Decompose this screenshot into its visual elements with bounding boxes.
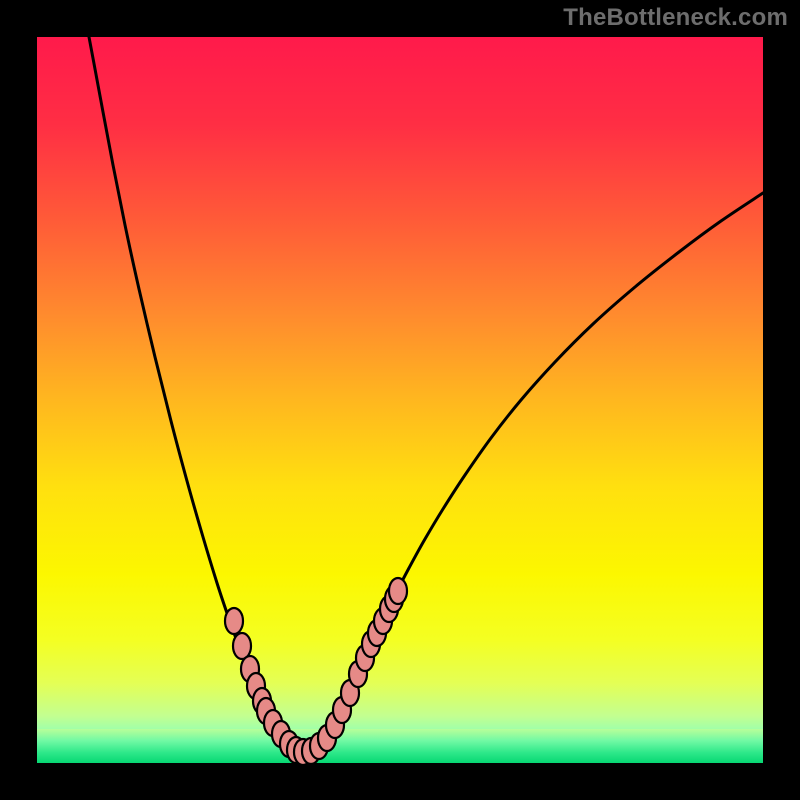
marker-point [225,608,243,634]
data-markers [37,37,763,763]
chart-frame: TheBottleneck.com [0,0,800,800]
watermark-text: TheBottleneck.com [563,4,788,32]
plot-area [37,37,763,763]
marker-point [389,578,407,604]
